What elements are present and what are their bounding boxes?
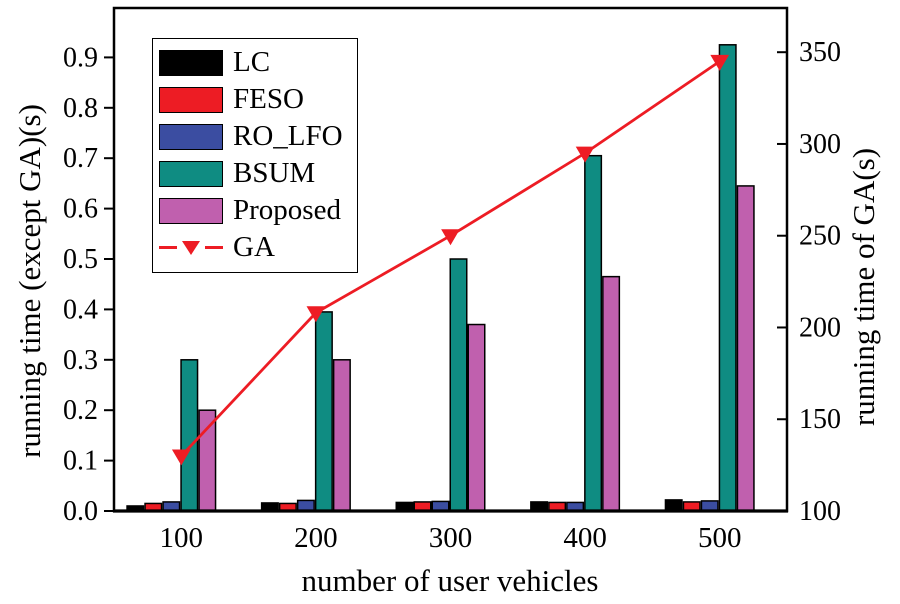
left-axis-tick-label: 0.2 <box>63 395 98 426</box>
legend-swatch-bsum <box>159 160 223 187</box>
left-axis-title: running time (except GA)(s) <box>12 104 47 458</box>
bar-bsum-400 <box>584 154 603 512</box>
ga-marker-300 <box>441 229 460 246</box>
legend-label-ro_lfo: RO_LFO <box>233 120 343 152</box>
legend-item-feso: FESO <box>159 81 357 118</box>
legend-label-feso: FESO <box>233 83 304 115</box>
right-axis-tick-label: 200 <box>799 312 841 343</box>
legend-label-proposed: Proposed <box>233 194 341 226</box>
left-axis-tick-label: 0.5 <box>63 244 98 275</box>
left-axis-tick-label: 0.8 <box>63 93 98 124</box>
legend: LC FESO RO_LFO BSUM Proposed GA <box>152 38 358 273</box>
left-axis-tick-label: 0.9 <box>63 42 98 73</box>
x-axis-title: number of user vehicles <box>301 563 599 598</box>
left-axis-tick-label: 0.7 <box>63 143 98 174</box>
legend-item-lc: LC <box>159 44 357 81</box>
bar-bsum-200 <box>314 311 333 512</box>
x-axis-tick-label: 300 <box>429 522 473 554</box>
left-axis-tick-label: 0.3 <box>63 345 98 376</box>
bar-proposed-500 <box>736 185 755 512</box>
right-axis-tick-label: 150 <box>799 404 841 435</box>
bar-proposed-400 <box>602 275 621 512</box>
legend-label-lc: LC <box>233 46 271 78</box>
triangle-down-icon <box>182 240 200 255</box>
bar-bsum-500 <box>718 44 737 512</box>
right-axis-tick-label: 350 <box>799 37 841 68</box>
right-axis-title: running time of GA(s) <box>846 147 881 427</box>
right-axis-tick-label: 100 <box>799 496 841 527</box>
legend-item-proposed: Proposed <box>159 192 357 229</box>
bar-proposed-200 <box>332 359 351 512</box>
bar-bsum-100 <box>180 359 199 512</box>
legend-item-ro_lfo: RO_LFO <box>159 118 357 155</box>
x-axis-tick-label: 200 <box>294 522 338 554</box>
left-axis-tick-label: 0.0 <box>63 496 98 527</box>
ga-marker-400 <box>575 146 595 163</box>
legend-label-ga: GA <box>233 231 275 263</box>
left-axis-tick-label: 0.6 <box>63 194 98 225</box>
bar-lc-500 <box>664 499 683 512</box>
legend-item-bsum: BSUM <box>159 155 357 192</box>
ga-marker-200 <box>306 306 326 323</box>
legend-swatch-proposed <box>159 197 223 224</box>
left-axis-tick-label: 0.4 <box>63 294 98 325</box>
legend-line-segment <box>159 246 177 249</box>
right-axis-tick-label: 250 <box>799 221 841 252</box>
legend-line-segment <box>205 246 223 249</box>
legend-swatch-lc <box>159 49 223 76</box>
legend-swatch-feso <box>159 86 223 113</box>
legend-label-bsum: BSUM <box>233 157 316 189</box>
bar-proposed-300 <box>467 323 486 512</box>
x-axis-tick-label: 500 <box>698 522 742 554</box>
ga-marker-100 <box>171 449 191 466</box>
bar-bsum-300 <box>449 258 468 512</box>
x-axis-tick-label: 400 <box>563 522 607 554</box>
ga-marker-500 <box>710 54 730 71</box>
legend-swatch-ro_lfo <box>159 123 223 150</box>
legend-line-sample-ga <box>159 235 223 261</box>
bar-proposed-100 <box>198 409 217 512</box>
x-axis-tick-label: 100 <box>160 522 204 554</box>
left-axis-tick-label: 0.1 <box>63 446 98 477</box>
legend-item-ga: GA <box>159 229 357 266</box>
right-axis-tick-label: 300 <box>799 129 841 160</box>
